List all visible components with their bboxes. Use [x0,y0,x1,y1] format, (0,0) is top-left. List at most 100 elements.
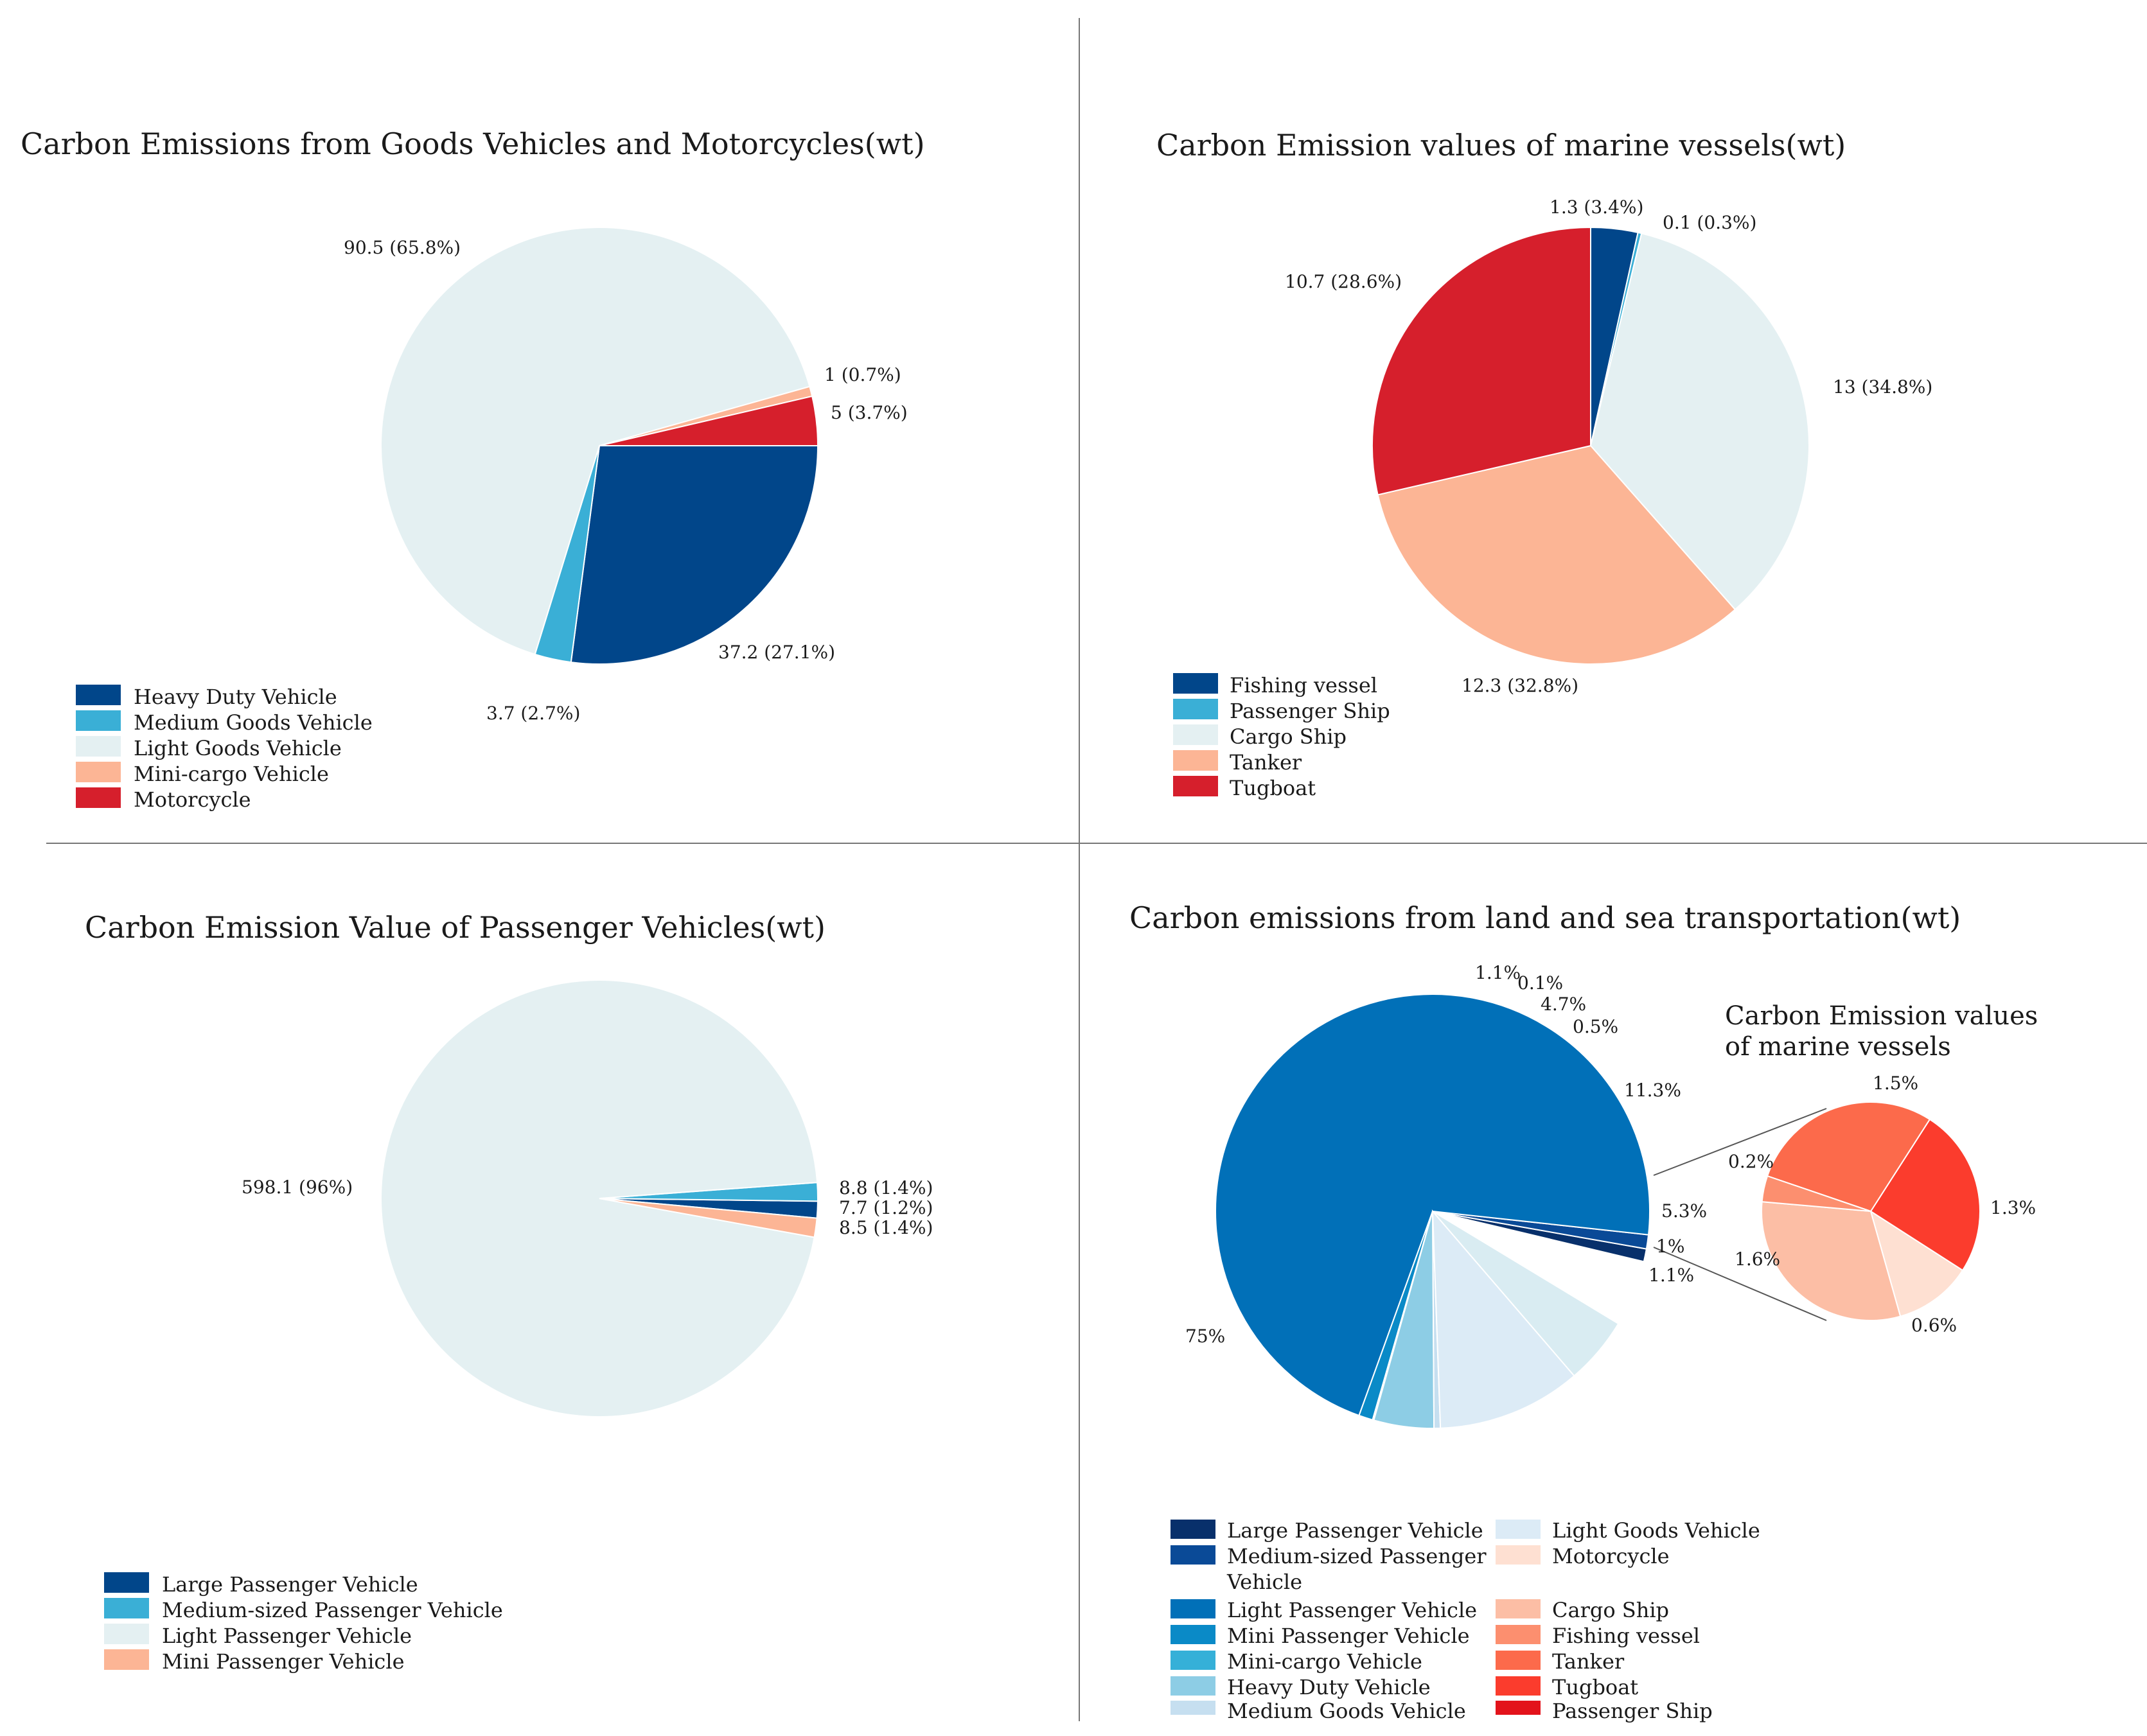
legend-swatch [1171,1651,1215,1670]
legend-label: Passenger Ship [1230,699,1390,723]
legend-swatch [1171,1625,1215,1644]
inset-label-cargo: 1.6% [1735,1249,1780,1270]
pie-slice-light-goods-vehicle [380,227,811,656]
inset-label-fishing: 0.2% [1728,1151,1774,1172]
legend-swatch [1173,776,1218,796]
legend-swatch [1496,1545,1541,1565]
legend-swatch [1173,699,1218,719]
goods-label-medium: 3.7 (2.7%) [486,703,580,724]
legend-swatch [76,787,121,808]
legend-label: Cargo Ship [1230,724,1347,749]
pie-slice-light-passenger-vehicle [380,979,818,1418]
legend-label: Motorcycle [134,787,251,812]
legend-swatch [104,1624,149,1644]
marine-label-tugboat: 10.7 (28.6%) [1285,271,1402,292]
legend-swatch [1496,1676,1541,1696]
landsea-label-medium-goods: 0.5% [1573,1016,1618,1037]
legend-swatch [1496,1651,1541,1670]
legend-label: Tugboat [1552,1675,1638,1699]
legend-label: Medium Goods Vehicle [134,710,373,735]
inset-label-motorcycle: 0.6% [1911,1315,1957,1336]
passenger-pie [380,979,818,1418]
legend-swatch [1171,1520,1215,1539]
pie-slice-motorcycle [1432,1211,1620,1377]
pie-slice-fishing-vessel [1761,1175,1871,1212]
marine-pie [1372,226,1810,665]
legend-label: Light Passenger Vehicle [162,1624,412,1648]
legend-label: Tugboat [1230,776,1316,800]
legend-label: Fishing vessel [1552,1624,1700,1648]
land-sea-legend: Large Passenger Vehicle Medium-sized Pas… [1171,1518,1760,1723]
marine-legend: Fishing vessel Passenger Ship Cargo Ship… [1173,673,1390,800]
legend-swatch [1496,1599,1541,1618]
pie-slice-heavy-duty-vehicle [570,445,819,665]
legend-label: Light Goods Vehicle [1552,1518,1760,1543]
passenger-legend: Large Passenger Vehicle Medium-sized Pas… [104,1572,503,1674]
pie-slice-tugboat [1372,226,1591,496]
legend-label: Tanker [1230,750,1302,775]
passenger-label-light: 598.1 (96%) [242,1177,353,1198]
landsea-label-large: 1% [1656,1236,1684,1257]
legend-label: Passenger Ship [1552,1699,1713,1723]
pie-slice-mini-passenger-vehicle [599,1198,818,1238]
pie-slice-cargo-ship [1761,1201,1902,1321]
legend-label: Vehicle [1226,1570,1302,1594]
pie-slice-motorcycle [599,395,819,446]
legend-label: Mini Passenger Vehicle [162,1649,405,1674]
legend-swatch [104,1572,149,1593]
legend-swatch [1171,1701,1215,1715]
legend-swatch [104,1598,149,1618]
legend-label: Medium-sized Passenger [1227,1544,1487,1568]
legend-label: Cargo Ship [1552,1598,1669,1622]
legend-swatch [1496,1520,1541,1539]
legend-label: Large Passenger Vehicle [1227,1518,1483,1543]
legend-swatch [76,736,121,757]
landsea-label-medium: 1.1% [1648,1265,1694,1286]
inset-marine-pie [1761,1101,1981,1321]
legend-label: Heavy Duty Vehicle [134,685,337,709]
inset-label-tanker: 1.5% [1873,1073,1918,1094]
marine-label-passenger-ship: 0.1 (0.3%) [1663,212,1756,233]
inset-label-tugboat: 1.3% [1990,1197,2036,1218]
marine-label-tanker: 12.3 (32.8%) [1462,675,1578,696]
legend-label: Tanker [1552,1649,1625,1674]
legend-swatch [76,710,121,731]
pie-slice-cargo-ship [1589,232,1810,611]
landsea-label-motorcycle: 5.3% [1661,1200,1707,1222]
legend-label: Medium Goods Vehicle [1227,1699,1466,1723]
legend-swatch [1171,1599,1215,1618]
legend-label: Fishing vessel [1230,673,1377,697]
pie-slice-light-goods-vehicle [1431,1209,1575,1429]
passenger-chart-title: Carbon Emission Value of Passenger Vehic… [85,910,826,945]
goods-pie [380,227,819,665]
goods-label-minicargo: 1 (0.7%) [824,364,901,385]
landsea-label-light: 75% [1185,1326,1225,1347]
pie-slice-light-passenger-vehicle [1215,994,1650,1417]
legend-label: Mini-cargo Vehicle [1227,1649,1422,1674]
legend-swatch [104,1649,149,1670]
marine-label-fishing: 1.3 (3.4%) [1550,197,1643,218]
pie-slice-tugboat [1869,1118,1981,1272]
legend-label: Heavy Duty Vehicle [1227,1675,1431,1699]
goods-legend: Heavy Duty Vehicle Medium Goods Vehicle … [76,685,373,812]
pie-slice-tanker [1766,1101,1931,1213]
pie-slice-tanker [1377,444,1736,665]
passenger-label-mini: 8.8 (1.4%) [839,1177,933,1198]
landsea-label-minicargo: 0.1% [1517,972,1563,994]
inset-connector-top [1653,1108,1827,1176]
legend-swatch [1173,673,1218,694]
legend-swatch [1173,724,1218,745]
marine-label-cargo: 13 (34.8%) [1833,376,1932,398]
goods-label-light: 90.5 (65.8%) [344,237,461,258]
legend-label: Mini-cargo Vehicle [134,762,329,786]
inset-connector-bottom [1653,1247,1827,1321]
land-sea-pie [1215,994,1650,1429]
inset-title-line-1: Carbon Emission values [1725,1001,2038,1031]
legend-swatch [1173,750,1218,771]
landsea-label-light-goods: 11.3% [1624,1080,1681,1101]
legend-label: Motorcycle [1552,1544,1670,1568]
goods-chart-title: Carbon Emissions from Goods Vehicles and… [21,127,925,161]
passenger-label-large: 7.7 (1.2%) [839,1197,933,1218]
pie-slice-motorcycle [1869,1209,1964,1317]
landsea-label-mini: 1.1% [1475,962,1521,983]
